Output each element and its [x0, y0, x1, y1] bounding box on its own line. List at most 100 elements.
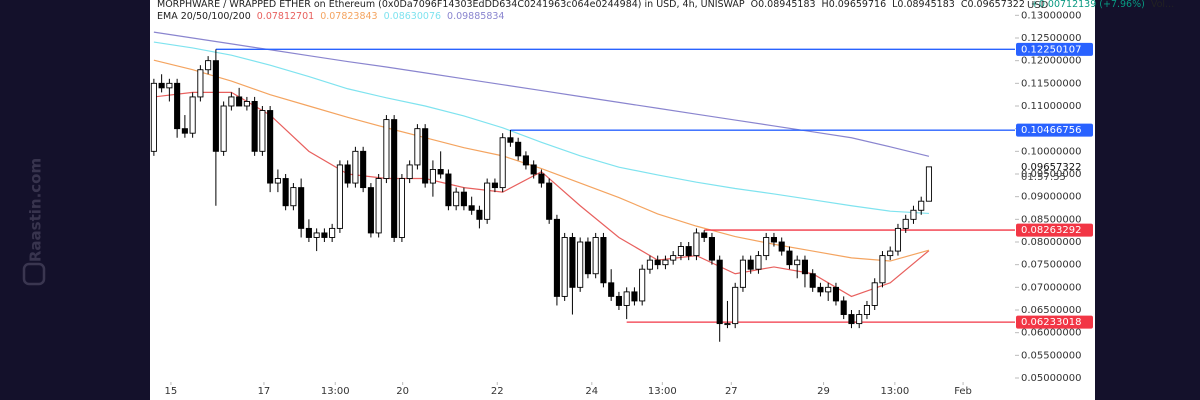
title-text: MORPHWARE / WRAPPED ETHER on Ethereum (0… — [157, 0, 745, 10]
candle-body — [205, 60, 212, 71]
candle-body — [925, 166, 933, 202]
candle-body — [181, 128, 188, 134]
candle-body — [329, 227, 336, 238]
ohlc-value: O0.08945183 — [751, 0, 816, 10]
candle-body — [429, 169, 436, 184]
ohlc-value: C0.09657322 — [961, 0, 1025, 10]
candle-body — [902, 218, 909, 229]
candle-body — [360, 150, 367, 189]
chart-title: MORPHWARE / WRAPPED ETHER on Ethereum (0… — [157, 0, 1174, 10]
candle-body — [600, 237, 607, 284]
candle-body — [228, 96, 235, 107]
candle-body — [646, 259, 653, 270]
candle-body — [701, 232, 708, 238]
currency: USD — [1027, 0, 1049, 11]
candle-body — [910, 209, 917, 220]
ohlc-value: Vol... — [1151, 0, 1174, 10]
candle-body — [460, 191, 467, 207]
candle-body — [817, 286, 824, 293]
candle-body — [553, 218, 560, 297]
candle-body — [259, 110, 266, 152]
candle-body — [871, 282, 878, 306]
countdown: 01:57:55 — [1021, 172, 1066, 183]
candle-body — [267, 110, 274, 184]
candle-body — [778, 241, 785, 252]
candle-body — [918, 200, 925, 211]
candle-body — [763, 237, 770, 257]
candle-body — [747, 259, 754, 270]
watermark: Raastin.com — [27, 158, 45, 262]
candle-body — [212, 60, 219, 152]
candle-body — [825, 286, 832, 293]
chart-area — [150, 0, 1095, 400]
candle-body — [615, 295, 622, 306]
ohlc-value: +0.00712139 (+7.96%) — [1031, 0, 1145, 10]
x-tick-label: 17 — [258, 386, 271, 397]
x-tick-label: 13:00 — [321, 386, 350, 397]
candle-body — [484, 182, 491, 220]
y-tick-label: 0.09500000 — [1021, 169, 1081, 180]
candle-body — [174, 82, 181, 130]
candle-body — [251, 101, 258, 152]
x-tick-label: 13:00 — [648, 386, 677, 397]
candle-body — [352, 150, 359, 184]
y-tick-label: 0.05000000 — [1021, 373, 1081, 384]
candle-body — [801, 259, 809, 275]
level-label: 0.06233018 — [1021, 317, 1081, 328]
ohlc-value: L0.08945183 — [892, 0, 955, 10]
candle-body — [158, 82, 165, 89]
y-tick-label: 0.06000000 — [1021, 328, 1081, 339]
candle-body — [608, 282, 615, 297]
candle-body — [383, 119, 390, 179]
candle-body — [499, 137, 506, 189]
candle-body — [809, 273, 816, 288]
candle-body — [468, 205, 475, 211]
candle-body — [662, 259, 669, 266]
y-tick-label: 0.05500000 — [1021, 350, 1081, 361]
level-badge — [1016, 42, 1093, 56]
candle-body — [414, 128, 421, 166]
candle-body — [398, 178, 405, 238]
candle-body — [189, 96, 196, 134]
candle-body — [491, 182, 498, 189]
x-tick-label: 27 — [725, 386, 738, 397]
ema-value: 0.09885834 — [447, 11, 504, 22]
candle-body — [406, 164, 413, 179]
candle-body — [670, 255, 677, 261]
ema-value: 0.07823843 — [320, 11, 377, 22]
candle-body — [321, 232, 328, 238]
y-tick-label: 0.12000000 — [1021, 56, 1081, 67]
candle-body — [654, 259, 661, 266]
x-tick-label: Feb — [954, 386, 972, 397]
candle-body — [623, 291, 630, 306]
candle-body — [879, 255, 886, 284]
ema-line — [153, 41, 930, 215]
candle-body — [863, 305, 871, 315]
candle-body — [739, 259, 746, 288]
x-tick-label: 13:00 — [880, 386, 909, 397]
candle-body — [584, 241, 591, 275]
candle-body — [437, 169, 444, 175]
candle-body — [894, 227, 902, 252]
candle-body — [848, 314, 855, 325]
level-badge — [1016, 315, 1093, 329]
y-tick-label: 0.06500000 — [1021, 305, 1081, 316]
candle-body — [546, 182, 553, 220]
ema-value: 0.07812701 — [257, 11, 314, 22]
candle-body — [522, 155, 529, 166]
candle-body — [166, 82, 173, 89]
candle-body — [220, 105, 227, 152]
candle-body — [561, 237, 568, 297]
candle-body — [336, 164, 343, 229]
candle-body — [290, 187, 297, 207]
candle-body — [631, 291, 638, 302]
candle-body — [375, 178, 382, 234]
y-tick-label: 0.11500000 — [1021, 78, 1081, 89]
candle-body — [577, 241, 584, 288]
y-tick-label: 0.07500000 — [1021, 260, 1081, 271]
candle-body — [150, 82, 157, 152]
x-tick-label: 29 — [817, 386, 830, 397]
candle-body — [236, 96, 243, 107]
candle-body — [569, 237, 576, 288]
candle-body — [445, 173, 452, 207]
